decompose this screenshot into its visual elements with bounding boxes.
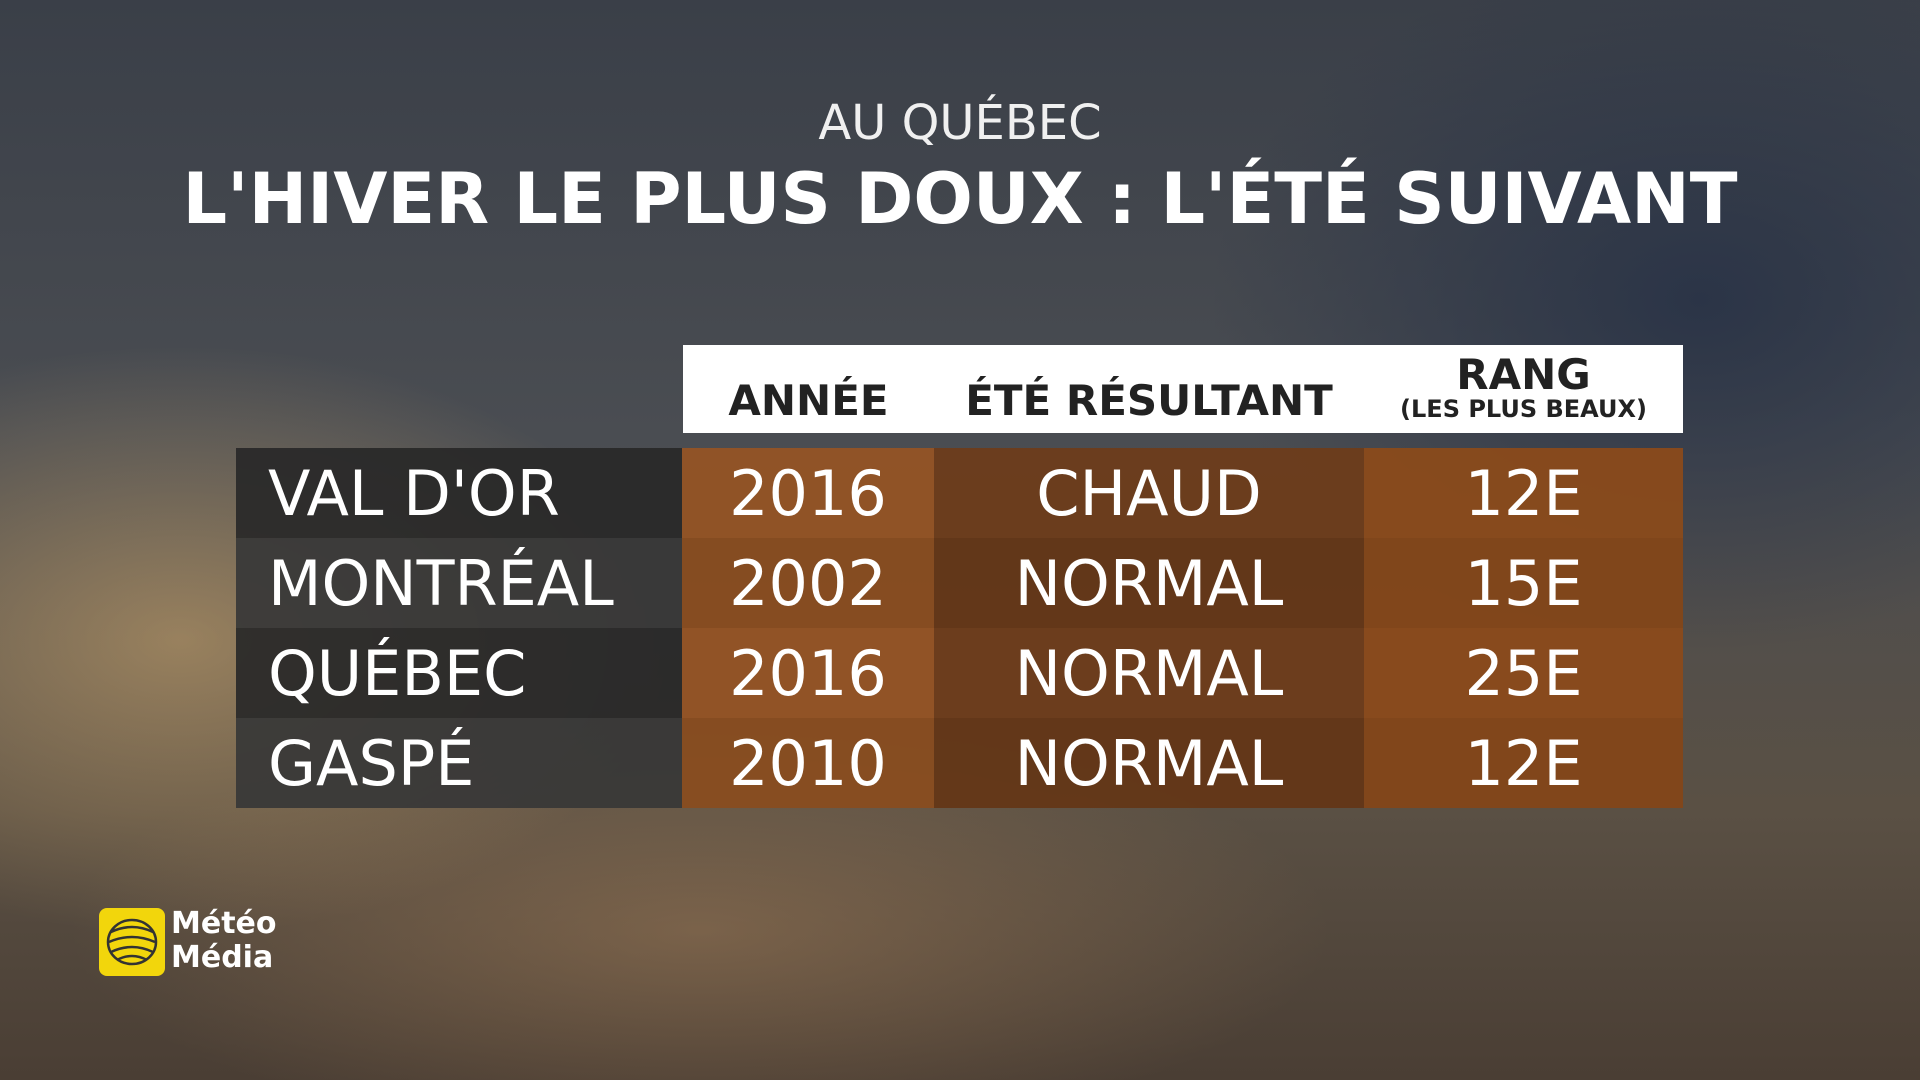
table-cell: NORMAL xyxy=(934,538,1364,628)
table-cell: 2016 xyxy=(682,628,934,718)
table-cell: 12E xyxy=(1364,718,1683,808)
logo-text: Média xyxy=(171,940,274,975)
row-label: MONTRÉAL xyxy=(236,538,682,628)
column-label: RANG xyxy=(1456,350,1591,399)
column-header: ÉTÉ RÉSULTANT xyxy=(934,345,1364,433)
table-cell: 2010 xyxy=(682,718,934,808)
table-cell: NORMAL xyxy=(934,718,1364,808)
table-cell: NORMAL xyxy=(934,628,1364,718)
subtitle: AU QUÉBEC xyxy=(818,95,1102,151)
row-label: VAL D'OR xyxy=(236,448,682,538)
title: L'HIVER LE PLUS DOUX : L'ÉTÉ SUIVANT xyxy=(182,158,1738,240)
table-cell: 2016 xyxy=(682,448,934,538)
column-header: ANNÉE xyxy=(683,345,934,433)
column-note: (LES PLUS BEAUX) xyxy=(1400,395,1647,423)
table-cell: 2002 xyxy=(682,538,934,628)
column-label: ANNÉE xyxy=(728,376,889,425)
table-cell: CHAUD xyxy=(934,448,1364,538)
table-cell: 12E xyxy=(1364,448,1683,538)
row-label: QUÉBEC xyxy=(236,628,682,718)
table-cell: 15E xyxy=(1364,538,1683,628)
logo-icon xyxy=(99,908,165,976)
table-cell: 25E xyxy=(1364,628,1683,718)
column-label: ÉTÉ RÉSULTANT xyxy=(965,376,1333,425)
header-box xyxy=(683,345,1683,433)
logo-text: Météo xyxy=(171,906,277,941)
row-label: GASPÉ xyxy=(236,718,682,808)
column-header: RANG (LES PLUS BEAUX) xyxy=(1364,345,1683,433)
